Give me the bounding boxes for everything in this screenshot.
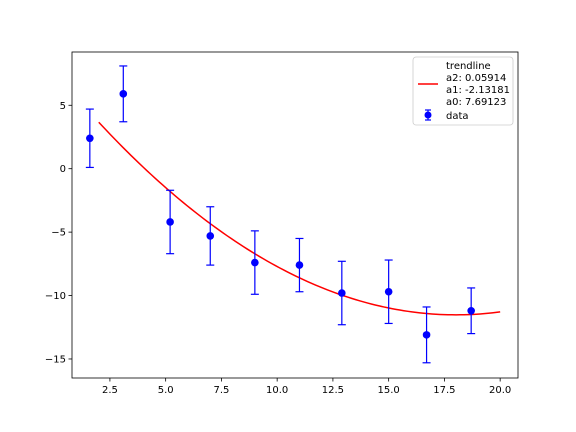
y-tick-label: −15 (45, 354, 66, 365)
x-tick-label: 10.0 (266, 385, 288, 396)
x-tick-label: 2.5 (102, 385, 118, 396)
data-marker (206, 232, 215, 240)
data-marker (166, 218, 174, 226)
data-marker (384, 287, 393, 296)
y-tick-label: 5 (60, 101, 66, 112)
data-point (206, 206, 215, 266)
data-point (467, 287, 476, 335)
legend: trendline a2: 0.05914 a1: -2.13181 a0: 7… (412, 56, 514, 126)
data-point (250, 230, 259, 295)
x-tick-label: 7.5 (213, 385, 229, 396)
data-point (85, 108, 94, 169)
legend-box (412, 56, 514, 126)
x-tick-label: 5.0 (158, 385, 174, 396)
y-tick-label: −5 (51, 228, 66, 239)
legend-trendline-a0: a0: 7.69123 (446, 97, 506, 108)
y-tick-label: 0 (60, 164, 66, 175)
data-point (295, 237, 304, 293)
data-marker (119, 90, 128, 98)
data-marker (86, 134, 94, 143)
chart-marks (85, 65, 501, 364)
x-tick-label: 15.0 (378, 385, 400, 396)
legend-data-swatch (424, 109, 432, 121)
data-point (384, 259, 393, 325)
data-marker (422, 331, 431, 339)
data-marker (295, 261, 304, 269)
legend-trendline-label: trendline (446, 61, 491, 72)
data-point (119, 65, 128, 123)
data-marker (467, 306, 475, 315)
data-point (337, 260, 346, 326)
axes: 2.5 5.0 7.5 10.0 12.5 15.0 17.5 20.0 5 0 −5 −10 −15 (45, 101, 511, 396)
legend-trendline-a2: a2: 0.05914 (446, 73, 506, 84)
data-point (166, 189, 175, 255)
data-point (422, 306, 431, 364)
legend-data-label: data (446, 111, 469, 122)
data-marker (251, 258, 259, 267)
x-tick-label: 12.5 (322, 385, 344, 396)
data-marker (338, 289, 346, 297)
x-tick-label: 20.0 (489, 385, 511, 396)
y-tick-label: −10 (45, 291, 66, 302)
x-tick-label: 17.5 (433, 385, 455, 396)
plot-frame (71, 51, 519, 379)
legend-trendline-a1: a1: -2.13181 (446, 85, 510, 96)
